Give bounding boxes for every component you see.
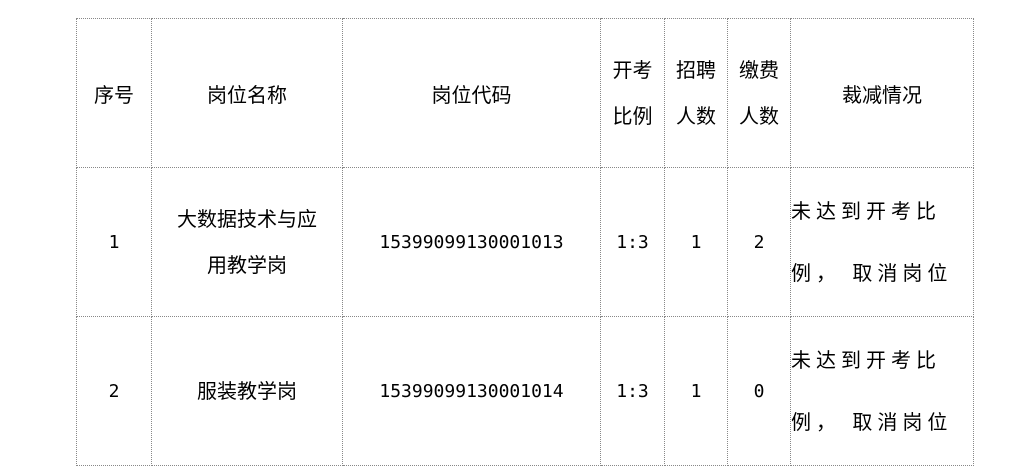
- header-paid-count-line: 人数: [739, 104, 779, 128]
- cell-reduction: 未达到开考比 例， 取消岗位: [790, 316, 974, 466]
- header-paid-count-line: 缴费: [739, 58, 779, 82]
- reduction-line: 未达到开考比: [791, 348, 941, 372]
- cell-index: 1: [76, 167, 152, 317]
- cell-post-code: 15399099130001014: [342, 316, 601, 466]
- header-post-name: 岗位名称: [151, 18, 343, 168]
- header-exam-ratio: 开考 比例: [600, 18, 665, 168]
- cell-index: 2: [76, 316, 152, 466]
- reduction-line: 例， 取消岗位: [791, 261, 953, 285]
- post-name-line: 大数据技术与应: [177, 207, 317, 231]
- header-hire-count-line: 招聘: [676, 58, 716, 82]
- cell-exam-ratio: 1:3: [600, 316, 665, 466]
- table-row: 2 服装教学岗 15399099130001014 1:3 1 0 未达到开考比…: [76, 316, 974, 466]
- post-name-line: 服装教学岗: [197, 379, 297, 403]
- cell-exam-ratio: 1:3: [600, 167, 665, 317]
- cell-reduction: 未达到开考比 例， 取消岗位: [790, 167, 974, 317]
- header-exam-ratio-line: 开考: [612, 58, 653, 82]
- post-reduction-table: 序号 岗位名称 岗位代码 开考 比例 招聘 人数 缴费 人数 裁减情况 1 大数据技术…: [76, 18, 974, 466]
- cell-post-name: 大数据技术与应 用教学岗: [151, 167, 343, 317]
- header-exam-ratio-line: 比例: [612, 104, 653, 128]
- cell-post-name: 服装教学岗: [151, 316, 343, 466]
- header-post-code: 岗位代码: [342, 18, 601, 168]
- cell-hire-count: 1: [664, 316, 728, 466]
- reduction-line: 未达到开考比: [791, 199, 941, 223]
- header-reduction: 裁减情况: [790, 18, 974, 168]
- cell-paid-count: 0: [727, 316, 791, 466]
- cell-paid-count: 2: [727, 167, 791, 317]
- table-row: 1 大数据技术与应 用教学岗 15399099130001013 1:3 1 2 …: [76, 167, 974, 317]
- header-hire-count-line: 人数: [676, 104, 716, 128]
- cell-hire-count: 1: [664, 167, 728, 317]
- cell-post-code: 15399099130001013: [342, 167, 601, 317]
- header-row: 序号 岗位名称 岗位代码 开考 比例 招聘 人数 缴费 人数 裁减情况: [76, 18, 974, 168]
- header-paid-count: 缴费 人数: [727, 18, 791, 168]
- reduction-line: 例， 取消岗位: [791, 410, 953, 434]
- header-hire-count: 招聘 人数: [664, 18, 728, 168]
- header-index: 序号: [76, 18, 152, 168]
- post-name-line: 用教学岗: [207, 253, 287, 277]
